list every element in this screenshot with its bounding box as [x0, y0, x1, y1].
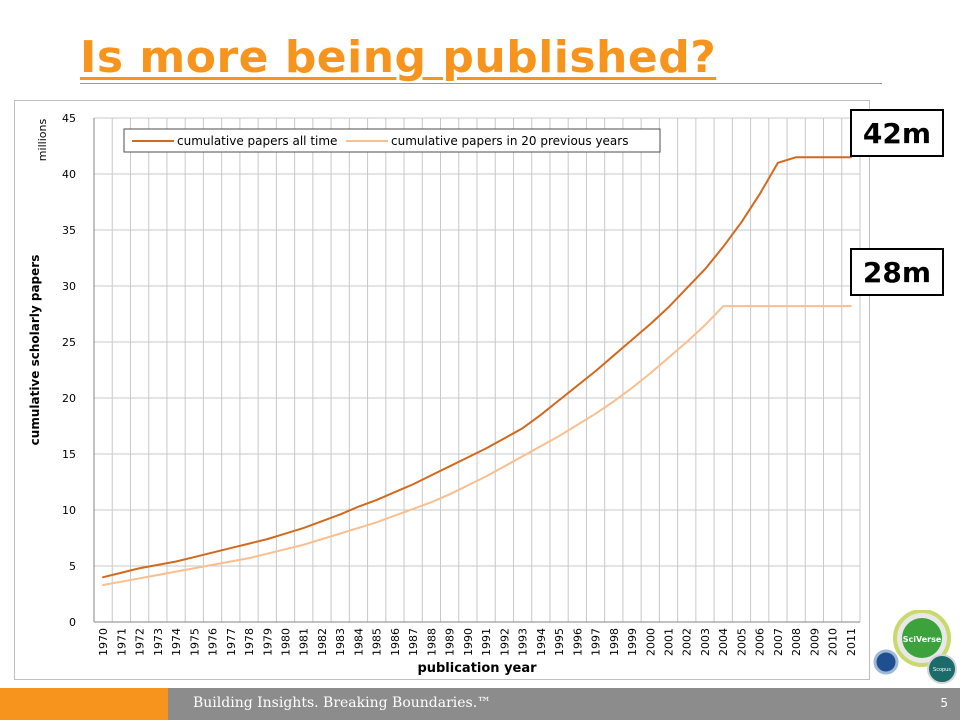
- series-line-1: [102, 156, 852, 579]
- y-tick-label: 10: [62, 504, 76, 517]
- x-tick-label: 1973: [152, 628, 165, 656]
- y-axis-title: cumulative scholarly papers: [28, 255, 42, 446]
- legend-box: [123, 128, 661, 153]
- y-tick-label: 30: [62, 280, 76, 293]
- x-tick-label: 1994: [535, 628, 548, 656]
- x-tick-label: 1988: [425, 628, 438, 656]
- x-tick-label: 1992: [498, 628, 511, 656]
- legend-label-1: cumulative papers all time: [177, 134, 337, 148]
- chart-frame: [14, 100, 870, 680]
- sciverse-logo: [902, 618, 942, 658]
- x-tick-label: 1977: [225, 628, 238, 656]
- x-tick-label: 1980: [280, 628, 293, 656]
- y-tick-label: 45: [62, 112, 76, 125]
- sciverse-scopus-logos: SciVerse Scopus: [873, 610, 957, 684]
- footer-accent-block: [0, 688, 168, 720]
- x-tick-label: 1978: [243, 628, 256, 656]
- y-tick-label: 20: [62, 392, 76, 405]
- footer-tagline: Building Insights. Breaking Boundaries.™: [193, 695, 492, 711]
- x-tick-label: 1986: [389, 628, 402, 656]
- x-tick-label: 1971: [115, 628, 128, 656]
- x-tick-label: 1976: [207, 628, 220, 656]
- series-line-2: [102, 305, 852, 587]
- x-tick-label: 2008: [790, 628, 803, 656]
- x-tick-label: 1999: [626, 628, 639, 656]
- x-tick-label: 2006: [754, 628, 767, 656]
- x-tick-label: 1979: [261, 628, 274, 656]
- sciverse-logo-text: SciVerse: [903, 635, 942, 644]
- y-tick-label: 35: [62, 224, 76, 237]
- x-tick-label: 2007: [772, 628, 785, 656]
- y-tick-label: 25: [62, 336, 76, 349]
- chart-legend: cumulative papers all time cumulative pap…: [123, 128, 661, 153]
- x-tick-label: 1974: [170, 628, 183, 656]
- x-tick-label: 1989: [444, 628, 457, 656]
- x-tick-label: 2004: [717, 628, 730, 656]
- x-tick-label: 1996: [571, 628, 584, 656]
- x-tick-label: 2011: [845, 628, 858, 656]
- x-tick-label: 1983: [334, 628, 347, 656]
- callout-twenty-year-total: 28m: [850, 248, 944, 296]
- x-tick-label: 1987: [407, 628, 420, 656]
- x-tick-label: 1972: [134, 628, 147, 656]
- x-tick-label: 2002: [681, 628, 694, 656]
- page-number: 5: [940, 696, 948, 710]
- legend-label-2: cumulative papers in 20 previous years: [391, 134, 628, 148]
- x-tick-label: 2009: [808, 628, 821, 656]
- x-tick-label: 2001: [663, 628, 676, 656]
- footer-bar: Building Insights. Breaking Boundaries.™…: [0, 688, 960, 720]
- cumulative-papers-chart: 0 5 10 15 20 25 30 35 40 45 1970 1971 1972 1973 1974 19…: [14, 100, 870, 680]
- blue-globe-logo: [873, 649, 899, 675]
- y-tick-label: 0: [69, 616, 76, 629]
- title-underline-rule: [80, 83, 882, 84]
- x-tick-label: 1991: [480, 628, 493, 656]
- x-tick-label: 1981: [298, 628, 311, 656]
- x-tick-label: 1990: [462, 628, 475, 656]
- x-tick-label: 1995: [553, 628, 566, 656]
- x-tick-label: 2003: [699, 628, 712, 656]
- x-tick-label: 1997: [590, 628, 603, 656]
- chart-axes: 0 5 10 15 20 25 30 35 40 45 1970 1971 1972 1973 1974 19…: [28, 112, 860, 676]
- scopus-logo-text: Scopus: [933, 667, 951, 673]
- y-axis-unit: millions: [36, 119, 49, 162]
- y-tick-label: 40: [62, 168, 76, 181]
- callout-all-time-total: 42m: [850, 109, 944, 157]
- x-tick-label: 2010: [827, 628, 840, 656]
- slide-title: Is more being published?: [80, 32, 717, 83]
- y-tick-label: 5: [69, 560, 76, 573]
- y-tick-label: 15: [62, 448, 76, 461]
- chart-grid: [93, 117, 861, 623]
- x-tick-label: 2005: [735, 628, 748, 656]
- x-tick-label: 1985: [371, 628, 384, 656]
- x-tick-label: 1984: [352, 628, 365, 656]
- x-tick-label: 1970: [97, 628, 110, 656]
- x-tick-label: 1975: [188, 628, 201, 656]
- chart-series: [102, 156, 852, 587]
- x-tick-label: 1982: [316, 628, 329, 656]
- scopus-logo: [927, 654, 957, 684]
- x-tick-label: 1998: [608, 628, 621, 656]
- x-axis-title: publication year: [417, 661, 537, 676]
- x-tick-label: 2000: [644, 628, 657, 656]
- x-tick-label: 1993: [517, 628, 530, 656]
